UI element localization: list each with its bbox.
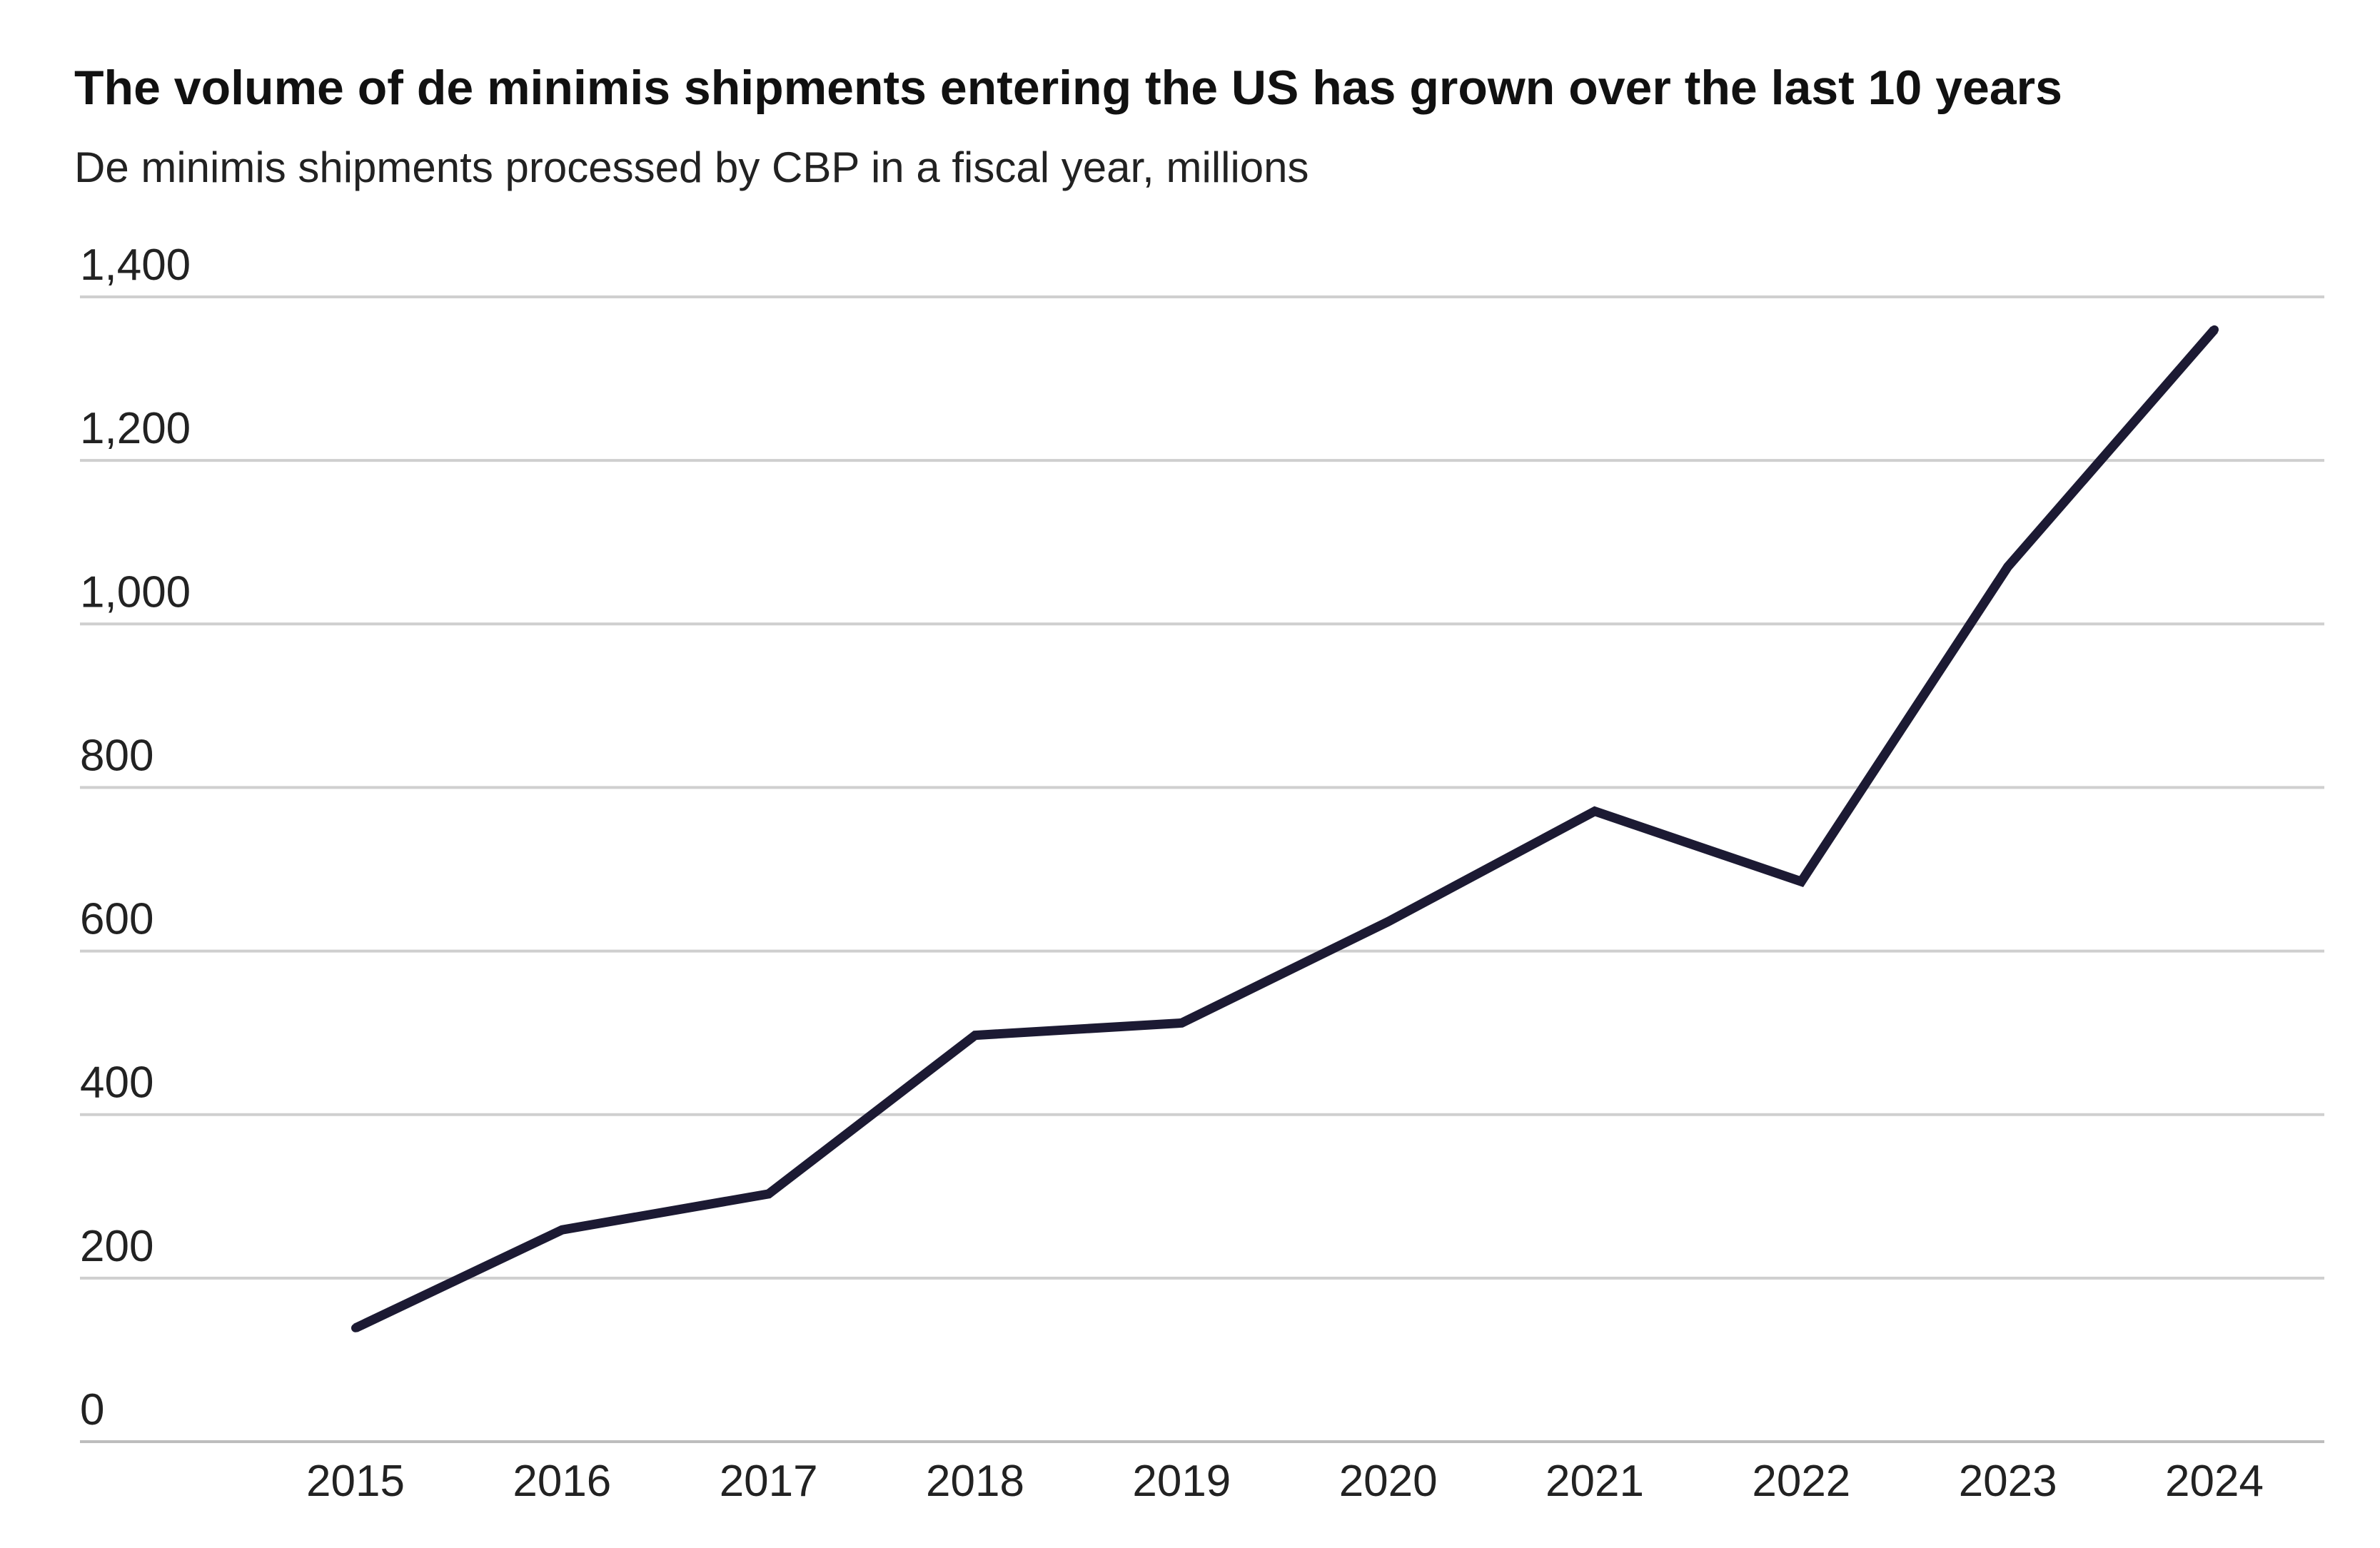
- data-point-2022: [1797, 877, 1806, 886]
- x-tick-label-2021: 2021: [1546, 1457, 1644, 1506]
- y-tick-label-0: 0: [80, 1385, 104, 1435]
- data-point-2015: [351, 1323, 360, 1332]
- series-layer: [351, 325, 2219, 1332]
- x-tick-label-2024: 2024: [2165, 1457, 2264, 1506]
- gridlines: [80, 295, 2324, 1443]
- data-point-2021: [1590, 806, 1599, 816]
- y-tick-label-1000: 1,000: [80, 567, 191, 617]
- data-point-2023: [2003, 562, 2012, 572]
- x-tick-label-2019: 2019: [1132, 1457, 1231, 1506]
- y-axis-tick-labels: 0 200 400 600 800 1,000 1,200 1,400: [80, 241, 191, 1435]
- data-point-2016: [558, 1225, 567, 1235]
- x-tick-label-2018: 2018: [926, 1457, 1024, 1506]
- data-point-2020: [1383, 917, 1393, 926]
- y-tick-label-200: 200: [80, 1222, 153, 1271]
- x-axis-tick-labels: 2015 2016 2017 2018 2019 2020 2021 2022 2023 2024: [306, 1457, 2264, 1506]
- series-line-0: [353, 326, 2218, 1332]
- x-tick-label-2016: 2016: [513, 1457, 611, 1506]
- data-point-2018: [971, 1031, 979, 1040]
- y-tick-label-1400: 1,400: [80, 241, 191, 290]
- y-tick-label-600: 600: [80, 895, 153, 944]
- chart-subtitle: De minimis shipments processed by CBP in…: [74, 143, 1309, 191]
- x-tick-label-2023: 2023: [1959, 1457, 2057, 1506]
- data-point-2019: [1177, 1018, 1186, 1028]
- x-tick-label-2017: 2017: [720, 1457, 818, 1506]
- y-tick-label-1200: 1,200: [80, 404, 191, 453]
- y-tick-label-400: 400: [80, 1058, 153, 1108]
- chart-title: The volume of de minimis shipments enter…: [74, 61, 2062, 115]
- data-point-2017: [764, 1189, 773, 1198]
- x-tick-label-2015: 2015: [306, 1457, 405, 1506]
- x-tick-label-2020: 2020: [1339, 1457, 1438, 1506]
- data-point-2024: [2210, 325, 2219, 334]
- y-tick-label-800: 800: [80, 731, 153, 780]
- x-tick-label-2022: 2022: [1752, 1457, 1850, 1506]
